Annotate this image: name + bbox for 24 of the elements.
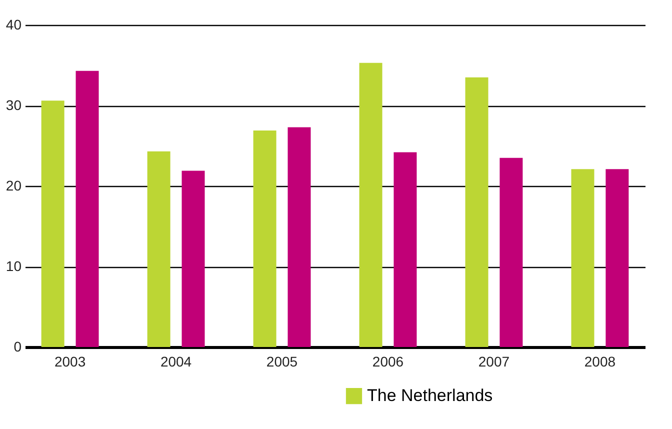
- bar: [571, 169, 594, 347]
- x-tick-label: 2003: [54, 354, 86, 370]
- bar: [76, 70, 99, 347]
- bar: [359, 62, 382, 347]
- x-tick-label: 2007: [478, 354, 510, 370]
- bar: [41, 100, 64, 347]
- bar: [253, 130, 276, 347]
- x-tick-label: 2008: [584, 354, 616, 370]
- y-tick-label: 40: [6, 16, 22, 32]
- legend-label: The Netherlands: [367, 386, 493, 405]
- bar: [394, 152, 417, 347]
- bar: [606, 169, 629, 347]
- x-tick-label: 2005: [266, 354, 298, 370]
- x-tick-label: 2006: [372, 354, 404, 370]
- bar: [500, 158, 523, 347]
- bar: [288, 127, 311, 347]
- x-tick-label: 2004: [160, 354, 192, 370]
- y-tick-label: 20: [6, 178, 22, 194]
- bar: [182, 170, 205, 347]
- bar: [147, 151, 170, 347]
- bar: [465, 77, 488, 347]
- y-tick-label: 30: [6, 97, 22, 113]
- y-tick-label: 10: [6, 258, 22, 274]
- y-tick-label: 0: [14, 338, 22, 354]
